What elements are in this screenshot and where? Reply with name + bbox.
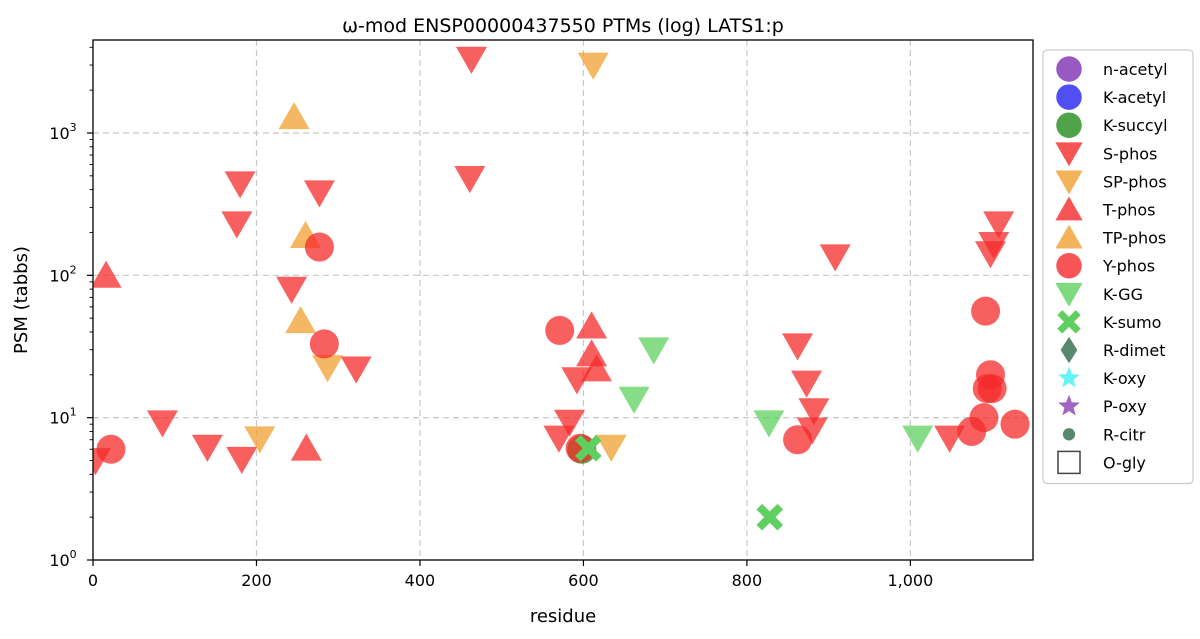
data-point-s-phos — [221, 211, 253, 239]
legend-label: TP-phos — [1102, 229, 1166, 248]
legend-marker-r-dimet — [1060, 336, 1078, 364]
legend-marker-sp-phos — [1055, 170, 1083, 195]
data-point-s-phos — [791, 370, 823, 398]
x-tick-label: 800 — [732, 571, 763, 590]
data-point-tp-phos — [278, 102, 310, 130]
data-point-k-sumo — [575, 434, 602, 462]
data-point-sp-phos — [244, 426, 276, 454]
legend-marker-s-phos — [1055, 142, 1083, 167]
axes: 0 200 400 600 800 1,000 100 101 102 103 — [49, 46, 933, 590]
data-point-s-phos — [146, 410, 178, 438]
legend-marker-k-acetyl — [1056, 84, 1082, 110]
legend-marker-tp-phos — [1055, 224, 1083, 249]
data-point-k-gg — [618, 386, 650, 414]
data-point-s-phos — [224, 171, 256, 199]
data-point-s-phos — [561, 367, 593, 395]
grid — [93, 40, 1033, 560]
data-point-sp-phos — [577, 52, 609, 80]
legend-box — [1042, 49, 1194, 485]
data-point-s-phos — [782, 333, 814, 361]
data-point-k-gg — [638, 337, 670, 365]
legend-marker-r-citr — [1062, 428, 1076, 441]
legend-label: R-citr — [1103, 425, 1146, 444]
data-point-s-phos — [276, 276, 308, 304]
data-point-y-phos — [969, 403, 999, 433]
legend-marker-k-succyl — [1056, 112, 1082, 138]
data-point-s-phos — [796, 417, 828, 445]
y-tick-label: 101 — [49, 406, 76, 428]
legend-marker-y-phos — [1056, 252, 1082, 279]
data-point-s-phos — [978, 231, 1010, 260]
x-tick-label: 200 — [241, 571, 272, 590]
plot-frame — [92, 39, 1034, 561]
data-point-tp-phos — [285, 305, 317, 334]
legend-label: n-acetyl — [1103, 60, 1168, 79]
legend-marker-k-sumo — [1057, 310, 1081, 334]
data-point-s-phos — [554, 409, 586, 437]
data-point-y-phos — [971, 296, 1001, 326]
legend-label: Y-phos — [1102, 257, 1155, 276]
chart-title: ω-mod ENSP00000437550 PTMs (log) LATS1:p — [342, 15, 784, 37]
data-point-y-phos — [304, 232, 334, 262]
legend-marker-n-acetyl — [1056, 56, 1082, 82]
data-point-s-phos — [983, 211, 1015, 239]
data-point-y-phos — [309, 329, 339, 359]
data-point-s-phos — [340, 356, 372, 384]
data-point-t-phos — [290, 433, 322, 461]
data-point-y-phos — [565, 433, 595, 463]
data-point-y-phos — [977, 374, 1007, 404]
data-point-k-sumo — [756, 503, 784, 531]
data-point-k-gg — [902, 425, 934, 453]
y-tick-label: 102 — [49, 263, 76, 285]
legend-label: P-oxy — [1103, 397, 1147, 416]
data-point-s-phos — [191, 434, 223, 462]
legend-label: K-oxy — [1103, 369, 1146, 388]
data-point-t-phos — [93, 260, 122, 288]
data-point-s-phos — [455, 46, 487, 74]
data-point-sp-phos — [595, 434, 627, 462]
data-point-s-phos — [543, 425, 575, 453]
data-point-y-phos — [96, 434, 126, 464]
x-tick-label: 400 — [405, 571, 436, 590]
data-point-s-phos — [226, 446, 258, 475]
data-point-t-phos — [576, 339, 608, 367]
data-point-t-phos — [581, 354, 613, 382]
y-tick-label: 100 — [49, 548, 76, 570]
data-point-s-phos — [454, 165, 486, 194]
legend-label: S-phos — [1103, 144, 1157, 163]
legend-label: R-dimet — [1103, 341, 1166, 360]
legend-marker-o-gly — [1057, 450, 1081, 475]
data-point-y-phos — [545, 315, 575, 345]
legend-marker-t-phos — [1055, 196, 1083, 221]
data-point-s-phos — [819, 244, 851, 272]
data-point-y-phos — [783, 425, 813, 455]
legend-marker-p-oxy — [1058, 394, 1080, 416]
legend-label: K-GG — [1103, 285, 1143, 304]
legend: n-acetyl K-acetyl K-succyl S-phos SP-phos T-p… — [1042, 49, 1194, 485]
x-tick-label: 600 — [568, 571, 599, 590]
data-points — [93, 46, 1030, 531]
data-point-s-phos — [798, 398, 830, 426]
data-point-k-gg — [753, 410, 785, 438]
legend-marker-k-gg — [1055, 282, 1083, 307]
legend-marker-k-oxy — [1058, 366, 1080, 388]
x-tick-label: 0 — [88, 571, 98, 590]
legend-label: O-gly — [1103, 453, 1146, 472]
data-point-sp-phos — [312, 355, 344, 383]
legend-label: SP-phos — [1103, 172, 1167, 191]
legend-label: K-sumo — [1103, 313, 1161, 332]
data-point-y-phos — [1000, 409, 1030, 439]
y-tick-label: 103 — [49, 121, 76, 143]
x-tick-label: 1,000 — [887, 571, 933, 590]
legend-label: K-succyl — [1103, 116, 1168, 135]
data-point-t-phos — [576, 311, 608, 339]
legend-label: K-acetyl — [1103, 88, 1166, 107]
legend-label: T-phos — [1102, 201, 1156, 220]
data-point-s-phos — [303, 180, 335, 208]
x-axis-label: residue — [530, 606, 596, 627]
y-axis-label: PSM (tabbs) — [11, 246, 32, 354]
